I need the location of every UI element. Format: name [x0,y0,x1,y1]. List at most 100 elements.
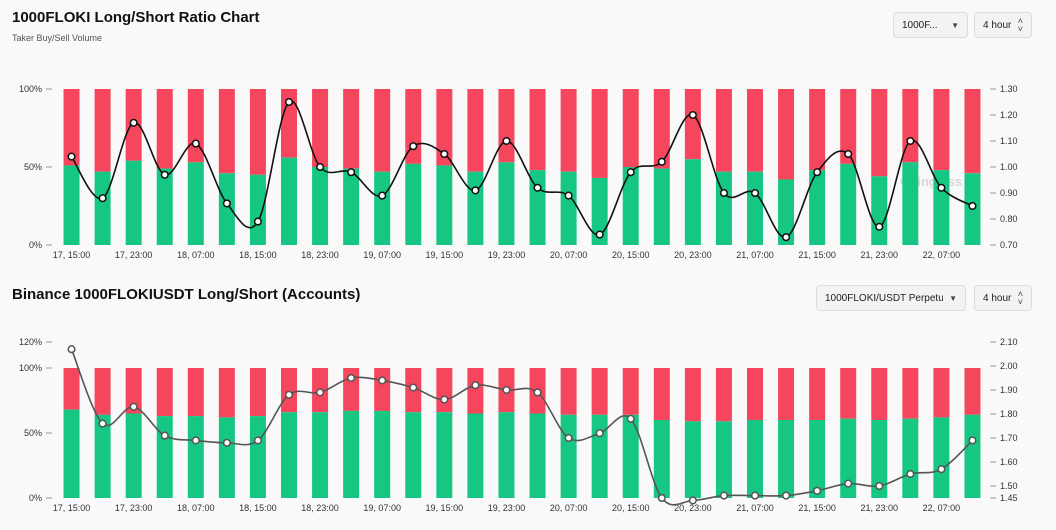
long-bar [436,165,453,245]
long-bar [778,420,795,498]
long-bar [343,168,360,245]
short-bar [343,368,360,411]
ratio-point [813,486,822,495]
long-bar [778,179,795,245]
long-bar [622,414,639,498]
chart1-symbol-select-label: 1000F... [902,19,938,31]
short-bar [405,89,422,164]
short-bar [809,368,826,420]
long-bar [312,167,329,245]
x-tick-label: 17, 23:00 [115,503,153,513]
up-down-chevron-icon: ˄ ˅ [1017,16,1023,34]
chart1-plot: 0% 50% 100% 0.70 0.80 0.90 1.00 1.10 1.20 1.30 17,… [19,84,1018,260]
ratio-point [906,136,915,146]
ratio-point [937,183,946,192]
y-tick-left-label: 0% [29,493,42,503]
y-tick-left-label: 100% [19,84,42,94]
chart1-interval-select-label: 4 hour [983,19,1012,31]
short-bar [560,368,577,415]
y-tick-right-label: 0.90 [1000,188,1018,198]
ratio-point [595,429,604,438]
long-bar [312,412,329,498]
ratio-point [440,395,449,404]
ratio-point [564,433,573,443]
chart1-interval-select[interactable]: 4 hour ˄ ˅ [974,12,1032,38]
chart1-title: 1000FLOKI Long/Short Ratio Chart [12,9,260,26]
long-bar [933,417,950,498]
ratio-point [502,385,511,395]
y-tick-right-label: 1.70 [1000,433,1018,443]
x-tick-label: 17, 15:00 [53,250,91,260]
ratio-point [253,436,262,445]
short-bar [312,368,329,413]
long-bar [902,418,919,498]
short-bar [374,368,391,411]
chart2-symbol-select[interactable]: 1000FLOKI/USDT Perpetual ▼ [816,285,966,311]
ratio-point [750,188,760,198]
ratio-point [906,469,915,479]
ratio-point [595,230,604,239]
y-tick-left-label: 0% [29,240,42,250]
short-bar [249,368,266,417]
ratio-point [378,376,387,385]
x-tick-label: 20, 23:00 [674,250,712,260]
ratio-point [968,201,977,211]
short-bar [622,368,639,415]
long-bar [249,174,266,245]
long-bar [94,414,111,498]
ratio-point [284,97,294,107]
long-bar [902,162,919,245]
ratio-point [782,491,791,500]
ratio-point [844,479,853,488]
short-bar [715,89,732,172]
ratio-point [657,493,666,503]
chevron-down-icon: ▼ [949,293,957,303]
short-bar [498,368,515,413]
long-bar [715,171,732,245]
short-bar [840,368,857,419]
long-bar [405,163,422,245]
long-bar [281,412,297,498]
long-bar [715,421,732,498]
long-bar [498,162,515,245]
long-bar [156,416,173,498]
short-bar [218,89,235,174]
ratio-point [129,118,138,127]
x-tick-label: 22, 07:00 [923,503,961,513]
long-bar [684,159,701,245]
x-tick-label: 20, 15:00 [612,503,650,513]
long-bar [747,171,763,245]
short-bar [281,89,297,158]
short-bar [529,368,546,414]
long-bar [809,170,826,245]
ratio-point [968,436,977,445]
long-bar [840,163,857,245]
short-bar [684,368,701,422]
x-tick-label: 20, 23:00 [674,503,712,513]
short-bar [312,89,329,167]
ratio-point [533,388,542,397]
ratio-point [347,168,356,177]
ratio-point [98,194,107,203]
short-bar [809,89,826,171]
ratio-point [222,199,231,208]
ratio-point [191,436,200,445]
short-bar [94,368,111,415]
ratio-point [253,217,262,226]
x-tick-label: 20, 07:00 [550,250,588,260]
chart2-interval-select[interactable]: 4 hour ˄ ˅ [974,285,1032,311]
long-bar [871,420,888,498]
x-tick-label: 21, 07:00 [736,503,774,513]
y-tick-right-label: 0.70 [1000,240,1018,250]
long-bar [281,157,297,245]
y-tick-right-label: 2.10 [1000,337,1018,347]
y-tick-right-label: 1.00 [1000,162,1018,172]
chart1-symbol-select[interactable]: 1000F... ▼ [893,12,968,38]
ratio-point [316,388,325,397]
ratio-point [222,438,231,447]
long-bar [809,420,826,498]
long-bar [529,170,546,245]
short-bar [778,89,795,180]
ratio-point [284,390,294,399]
long-bar [405,412,422,498]
